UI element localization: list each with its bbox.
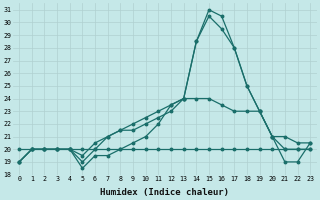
X-axis label: Humidex (Indice chaleur): Humidex (Indice chaleur) xyxy=(100,188,229,197)
